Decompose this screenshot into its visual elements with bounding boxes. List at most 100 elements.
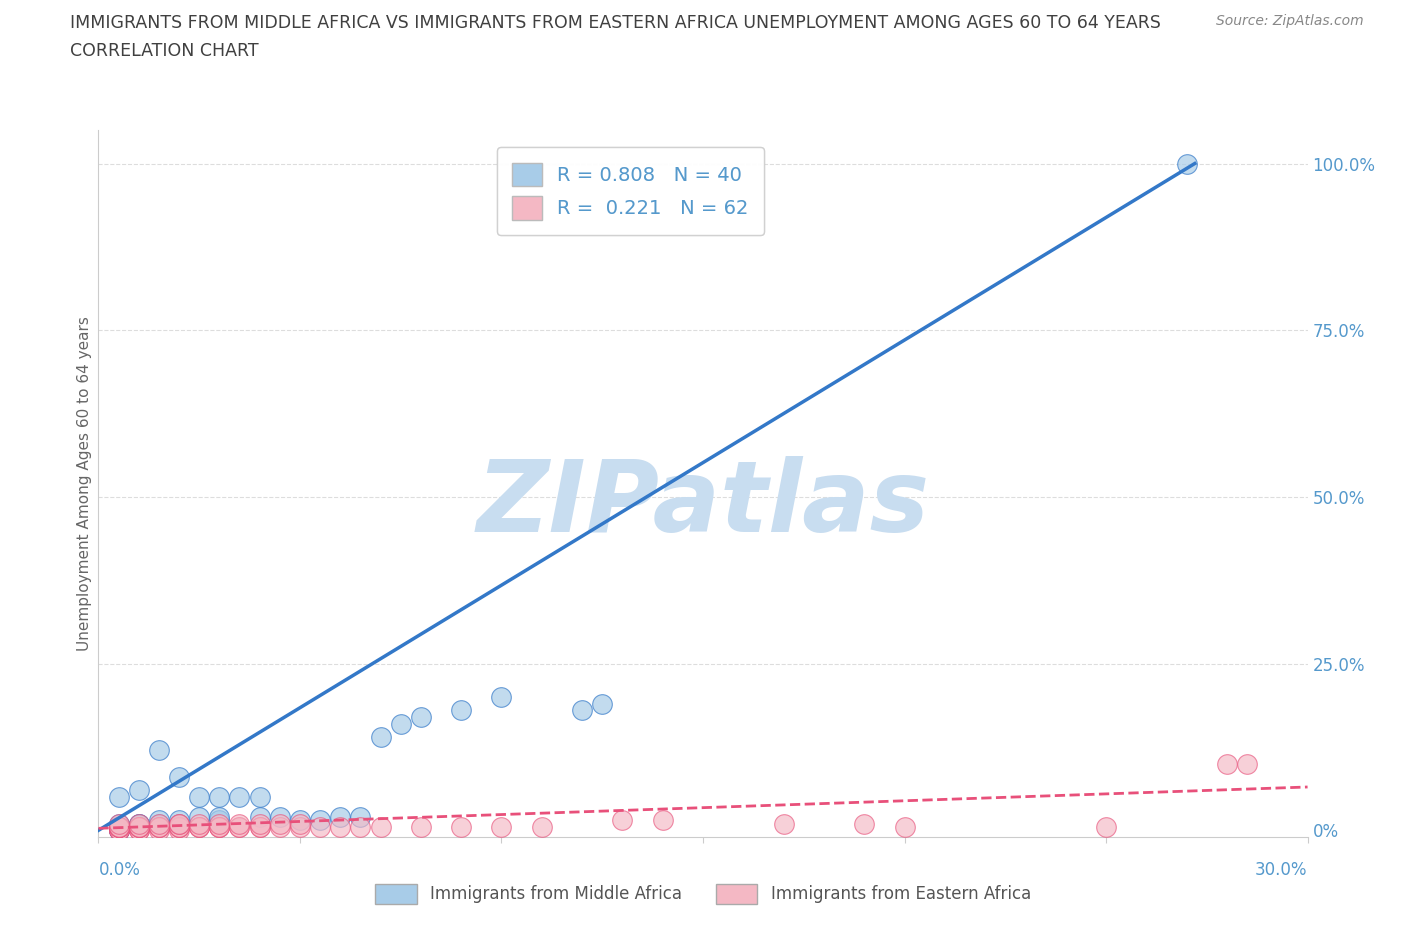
Point <box>309 813 332 828</box>
Point <box>107 819 129 834</box>
Point <box>208 817 231 831</box>
Point <box>208 819 231 834</box>
Point <box>530 819 553 834</box>
Point <box>491 689 513 704</box>
Point <box>167 769 190 784</box>
Point <box>148 819 170 834</box>
Point <box>107 819 129 834</box>
Point <box>288 813 311 828</box>
Point <box>349 819 371 834</box>
Point <box>107 819 129 834</box>
Point <box>188 790 211 804</box>
Text: 30.0%: 30.0% <box>1256 860 1308 879</box>
Point <box>128 817 150 831</box>
Point <box>1175 156 1198 171</box>
Point <box>107 819 129 834</box>
Point <box>1216 756 1239 771</box>
Point <box>128 823 150 838</box>
Point <box>208 813 231 828</box>
Point <box>148 743 170 758</box>
Point <box>853 817 876 831</box>
Point <box>228 790 250 804</box>
Point <box>167 819 190 834</box>
Point <box>249 819 271 834</box>
Point <box>167 813 190 828</box>
Point <box>188 809 211 824</box>
Point <box>167 817 190 831</box>
Point <box>1095 819 1118 834</box>
Point <box>107 819 129 834</box>
Text: CORRELATION CHART: CORRELATION CHART <box>70 42 259 60</box>
Point <box>370 819 392 834</box>
Point <box>107 819 129 834</box>
Point <box>107 819 129 834</box>
Point <box>409 819 432 834</box>
Legend: Immigrants from Middle Africa, Immigrants from Eastern Africa: Immigrants from Middle Africa, Immigrant… <box>367 875 1039 912</box>
Point <box>893 819 915 834</box>
Point <box>167 817 190 831</box>
Point <box>329 819 352 834</box>
Point <box>228 819 250 834</box>
Point <box>269 817 291 831</box>
Point <box>208 819 231 834</box>
Point <box>107 819 129 834</box>
Point <box>389 716 412 731</box>
Point <box>1236 756 1258 771</box>
Point <box>128 819 150 834</box>
Point <box>591 697 613 711</box>
Point <box>107 819 129 834</box>
Point <box>148 813 170 828</box>
Point <box>228 819 250 834</box>
Point <box>188 817 211 831</box>
Point <box>409 710 432 724</box>
Point <box>309 819 332 834</box>
Point <box>107 823 129 838</box>
Point <box>571 703 593 718</box>
Point <box>128 817 150 831</box>
Point <box>450 819 472 834</box>
Text: IMMIGRANTS FROM MIDDLE AFRICA VS IMMIGRANTS FROM EASTERN AFRICA UNEMPLOYMENT AMO: IMMIGRANTS FROM MIDDLE AFRICA VS IMMIGRA… <box>70 14 1161 32</box>
Point <box>228 817 250 831</box>
Point <box>128 817 150 831</box>
Point <box>288 817 311 831</box>
Point <box>148 819 170 834</box>
Point <box>249 819 271 834</box>
Point <box>188 819 211 834</box>
Point <box>208 790 231 804</box>
Point <box>107 823 129 838</box>
Point <box>651 813 673 828</box>
Point <box>188 819 211 834</box>
Point <box>107 817 129 831</box>
Point <box>612 813 634 828</box>
Point <box>128 819 150 834</box>
Point <box>329 809 352 824</box>
Point <box>167 819 190 834</box>
Point <box>269 819 291 834</box>
Point <box>269 809 291 824</box>
Point <box>128 823 150 838</box>
Point <box>491 819 513 834</box>
Point <box>107 823 129 838</box>
Point <box>107 817 129 831</box>
Point <box>167 823 190 838</box>
Point <box>288 819 311 834</box>
Point <box>208 809 231 824</box>
Point <box>370 729 392 744</box>
Y-axis label: Unemployment Among Ages 60 to 64 years: Unemployment Among Ages 60 to 64 years <box>77 316 91 651</box>
Point <box>107 790 129 804</box>
Point <box>107 823 129 838</box>
Point <box>148 817 170 831</box>
Point <box>249 817 271 831</box>
Point <box>167 817 190 831</box>
Text: Source: ZipAtlas.com: Source: ZipAtlas.com <box>1216 14 1364 28</box>
Point <box>107 819 129 834</box>
Point <box>208 819 231 834</box>
Point <box>107 819 129 834</box>
Point <box>128 819 150 834</box>
Point <box>167 819 190 834</box>
Point <box>148 817 170 831</box>
Point <box>107 823 129 838</box>
Point <box>249 790 271 804</box>
Point <box>772 817 794 831</box>
Text: 0.0%: 0.0% <box>98 860 141 879</box>
